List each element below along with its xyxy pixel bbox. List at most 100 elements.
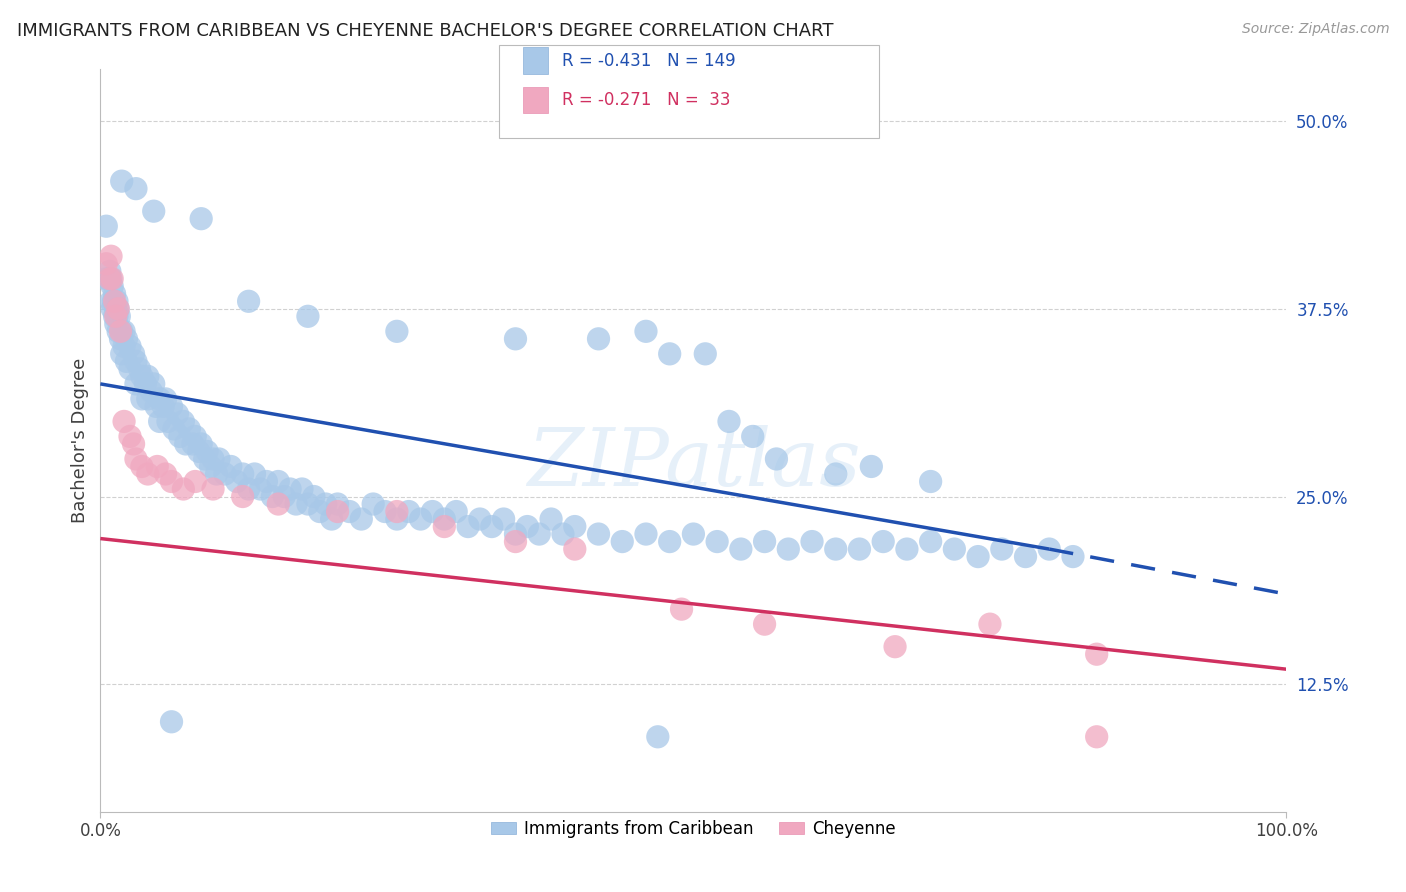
- Point: [104, 301, 127, 316]
- Point: [385, 504, 408, 518]
- Point: [444, 504, 467, 518]
- Point: [848, 542, 870, 557]
- Point: [104, 310, 127, 324]
- Point: [100, 249, 122, 263]
- Point: [896, 542, 918, 557]
- Point: [1062, 549, 1084, 564]
- Point: [155, 392, 177, 406]
- Point: [103, 294, 125, 309]
- Point: [1038, 542, 1060, 557]
- Point: [326, 504, 349, 518]
- Point: [146, 459, 169, 474]
- Point: [457, 519, 479, 533]
- Point: [551, 527, 574, 541]
- Point: [920, 475, 942, 489]
- Point: [141, 384, 163, 399]
- Point: [374, 504, 396, 518]
- Point: [131, 369, 153, 384]
- Point: [824, 542, 846, 557]
- Point: [112, 414, 135, 428]
- Point: [118, 362, 141, 376]
- Point: [107, 301, 129, 316]
- Point: [967, 549, 990, 564]
- Point: [195, 444, 218, 458]
- Point: [564, 542, 586, 557]
- Point: [200, 459, 222, 474]
- Point: [214, 467, 236, 481]
- Y-axis label: Bachelor's Degree: Bachelor's Degree: [72, 358, 89, 523]
- Point: [778, 542, 800, 557]
- Point: [385, 324, 408, 338]
- Point: [361, 497, 384, 511]
- Point: [98, 272, 121, 286]
- Point: [232, 490, 254, 504]
- Point: [111, 324, 134, 338]
- Point: [254, 475, 277, 489]
- Point: [115, 354, 138, 368]
- Point: [104, 317, 127, 331]
- Point: [422, 504, 444, 518]
- Point: [634, 324, 657, 338]
- Point: [285, 497, 308, 511]
- Point: [249, 482, 271, 496]
- Point: [872, 534, 894, 549]
- Point: [160, 400, 183, 414]
- Point: [238, 482, 260, 496]
- Point: [103, 294, 125, 309]
- Point: [801, 534, 824, 549]
- Point: [142, 204, 165, 219]
- Point: [101, 279, 124, 293]
- Point: [111, 347, 134, 361]
- Point: [765, 452, 787, 467]
- Point: [398, 504, 420, 518]
- Point: [302, 490, 325, 504]
- Point: [634, 527, 657, 541]
- Point: [136, 369, 159, 384]
- Point: [540, 512, 562, 526]
- Point: [184, 475, 207, 489]
- Point: [238, 294, 260, 309]
- Point: [409, 512, 432, 526]
- Point: [991, 542, 1014, 557]
- Text: R = -0.271   N =  33: R = -0.271 N = 33: [562, 91, 731, 109]
- Point: [149, 414, 172, 428]
- Point: [754, 534, 776, 549]
- Point: [1085, 730, 1108, 744]
- Point: [125, 376, 148, 391]
- Point: [205, 467, 228, 481]
- Point: [152, 400, 174, 414]
- Point: [101, 301, 124, 316]
- Point: [468, 512, 491, 526]
- Point: [125, 354, 148, 368]
- Point: [118, 339, 141, 353]
- Point: [136, 467, 159, 481]
- Point: [516, 519, 538, 533]
- Point: [291, 482, 314, 496]
- Point: [110, 332, 132, 346]
- Point: [1085, 647, 1108, 661]
- Point: [505, 527, 527, 541]
- Text: Source: ZipAtlas.com: Source: ZipAtlas.com: [1241, 22, 1389, 37]
- Point: [142, 376, 165, 391]
- Point: [695, 347, 717, 361]
- Point: [134, 376, 156, 391]
- Point: [232, 467, 254, 481]
- Point: [297, 310, 319, 324]
- Point: [505, 332, 527, 346]
- Point: [96, 219, 118, 234]
- Point: [433, 519, 456, 533]
- Point: [225, 475, 247, 489]
- Text: R = -0.431   N = 149: R = -0.431 N = 149: [562, 52, 735, 70]
- Point: [741, 429, 763, 443]
- Point: [612, 534, 634, 549]
- Point: [979, 617, 1001, 632]
- Point: [385, 512, 408, 526]
- Point: [179, 422, 201, 436]
- Point: [190, 437, 212, 451]
- Point: [190, 211, 212, 226]
- Point: [98, 264, 121, 278]
- Point: [350, 512, 373, 526]
- Point: [588, 527, 610, 541]
- Text: IMMIGRANTS FROM CARIBBEAN VS CHEYENNE BACHELOR'S DEGREE CORRELATION CHART: IMMIGRANTS FROM CARIBBEAN VS CHEYENNE BA…: [17, 22, 834, 40]
- Point: [128, 362, 150, 376]
